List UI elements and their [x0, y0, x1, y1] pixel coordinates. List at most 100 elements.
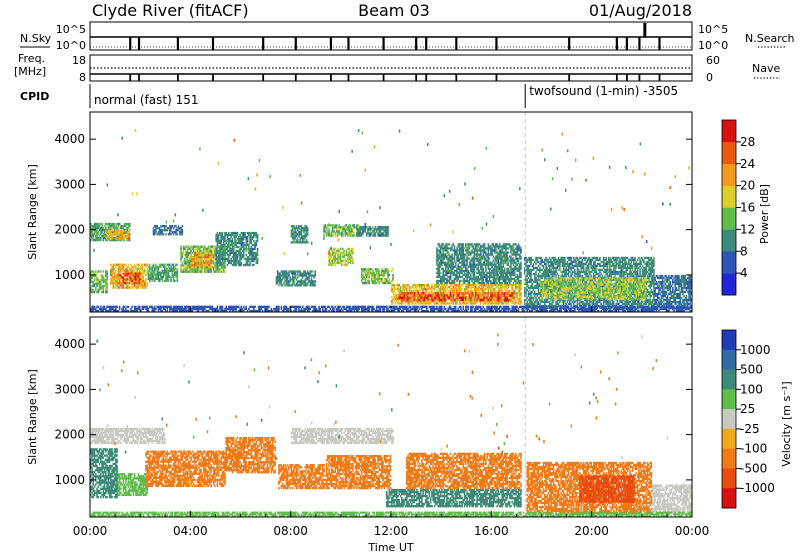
power-cells-cell-13-7-5 — [337, 257, 339, 261]
power-cells-cell-18-46-10 — [493, 263, 496, 266]
power-cells-cell-4-7-3 — [126, 278, 128, 281]
power-cells-cell-18-32-10 — [476, 263, 478, 266]
power-cells-cell-18-50-9 — [498, 261, 501, 264]
power-cells-cell-18-7-10 — [444, 263, 447, 266]
power-cells-cell-8-21-7 — [241, 245, 244, 249]
power-cells-cell-15-14-2 — [373, 230, 375, 233]
power-cells-cell-19-5-2 — [530, 260, 532, 264]
power-cells-cell-5-23-7 — [176, 277, 179, 280]
power-cells-cell-4-10-3 — [130, 278, 132, 281]
power-cells-cell-8-33-2 — [256, 235, 259, 239]
power-cells-cell-17-68-3 — [483, 298, 486, 302]
power-cells-cell-10-28-7 — [310, 284, 313, 287]
power-cells-cell-10-9-2 — [286, 274, 289, 277]
power-cells-cell-12-5-0 — [329, 224, 332, 227]
power-cells-cell-18-18-2 — [458, 247, 461, 250]
power-cells-cell-8-4-16 — [220, 263, 222, 267]
power-cells-cell-12-24-1 — [353, 226, 355, 229]
power-cells-cell-7-13-2 — [206, 256, 209, 259]
power-cells-cell-10-4-0 — [280, 270, 283, 273]
power-cells-cell-16-77-0 — [487, 283, 490, 287]
power-cells-cell-18-62-11 — [513, 265, 516, 268]
power-cells-cell-16-101-3 — [517, 290, 520, 293]
power-cells-cell-0-6-7 — [97, 236, 100, 240]
power-cells-cell-4-13-0 — [133, 272, 136, 275]
power-cells-cell-18-16-6 — [456, 255, 458, 258]
power-cells-cell-18-33-16 — [477, 275, 480, 279]
power-cells-cell-10-8-3 — [285, 276, 288, 279]
power-cells-cell-16-52-3 — [456, 290, 458, 293]
power-cells-cell-6-24-3 — [210, 251, 212, 255]
power-cells-cell-7-14-6 — [207, 264, 210, 267]
power-cells-cell-18-23-18 — [464, 279, 467, 283]
power-cells-cell-16-61-6 — [467, 296, 470, 299]
power-cells-cell-1-6-2 — [112, 233, 115, 236]
power-cells-cell-18-62-12 — [513, 267, 516, 270]
power-cells-cell-18-36-12 — [481, 267, 483, 270]
power-cells-cell-17-8-2 — [408, 296, 411, 300]
power-cells-cell-19-11-2 — [537, 260, 540, 264]
power-cells-cell-18-31-0 — [475, 243, 477, 246]
power-cells-cell-9-13-4 — [169, 233, 171, 236]
power-cells-cell-18-67-4 — [520, 251, 522, 254]
power-cells-cell-7-13-1 — [206, 254, 209, 257]
power-cells-cell-8-24-9 — [245, 249, 248, 253]
power-cells-cell-10-9-5 — [286, 280, 289, 283]
power-cells-cell-18-25-1 — [467, 245, 470, 248]
power-cells-cell-16-93-0 — [507, 283, 510, 287]
power-cells-cell-9-2-0 — [155, 225, 157, 228]
power-cells-cell-18-25-14 — [467, 271, 470, 275]
power-cells-cell-8-28-5 — [250, 241, 253, 245]
power-cells-cell-6-14-3 — [197, 251, 200, 255]
power-cells-cell-1-10-0 — [117, 229, 120, 232]
power-cells-cell-2-3-1 — [93, 272, 96, 275]
power-cells-cell-14-21-1 — [387, 270, 389, 273]
power-cells-cell-5-3-2 — [151, 267, 154, 270]
power-cells-cell-14-2-7 — [363, 281, 365, 285]
power-cells-cell-16-78-7 — [488, 298, 491, 301]
power-cells-cell-15-1-3 — [357, 232, 359, 235]
power-cells-cell-8-33-9 — [256, 249, 259, 253]
power-cells-cell-1-8-1 — [115, 231, 117, 234]
power-cells-cell-17-85-1 — [505, 294, 507, 297]
power-cells-cell-18-4-5 — [441, 253, 443, 256]
power-cells-cell-6-3-4 — [184, 253, 186, 257]
power-cells-cell-16-67-2 — [475, 288, 477, 291]
power-cells-cell-19-0-17 — [523, 290, 526, 294]
power-cells-cell-13-8-2 — [338, 251, 340, 255]
power-cells-cell-19-0-15 — [523, 286, 526, 290]
power-cells-cell-16-42-4 — [443, 292, 446, 295]
power-cells-cell-15-23-0 — [384, 226, 387, 229]
power-cells-cell-12-20-2 — [348, 228, 350, 231]
freq-gap-2 — [176, 74, 179, 81]
power-cells-cell-19-10-14 — [536, 284, 539, 288]
power-cells-cell-19-0-21 — [523, 298, 526, 302]
power-cells-cell-19-3-12 — [527, 280, 530, 284]
power-cells-cell-11-5-7 — [296, 239, 299, 242]
power-cells-cell-16-34-0 — [433, 283, 436, 287]
power-cells-cell-8-15-2 — [234, 235, 236, 239]
power-cells-cell-18-54-9 — [503, 261, 506, 264]
power-cells-cell-10-0-6 — [275, 282, 278, 285]
power-cells-cell-8-3-7 — [219, 245, 221, 249]
power-cells-cell-16-82-2 — [493, 288, 496, 291]
power-cells-cell-19-4-15 — [528, 286, 531, 290]
power-cells-cell-5-22-2 — [175, 267, 177, 270]
power-cells-cell-10-17-0 — [296, 270, 299, 273]
power-cells-cell-16-68-2 — [476, 288, 478, 291]
power-cells-cell-18-22-7 — [463, 257, 466, 260]
power-cells-cell-6-6-0 — [187, 245, 190, 248]
power-cells-cell-18-12-19 — [451, 281, 453, 285]
power-cells-cell-18-3-11 — [439, 265, 442, 268]
power-cells-cell-18-66-1 — [518, 245, 521, 248]
power-cells-cell-18-56-17 — [506, 277, 508, 281]
power-cells-cell-18-52-19 — [501, 281, 503, 285]
power-cells-cell-19-16-3 — [544, 262, 546, 266]
power-cells-cell-6-2-12 — [182, 270, 185, 273]
power-cells-cell-6-5-10 — [186, 266, 189, 269]
power-cells-cell-16-100-7 — [516, 298, 518, 301]
power-cells-cell-19-13-19 — [540, 294, 542, 298]
power-cells-cell-12-2-2 — [325, 228, 328, 231]
power-cells-cell-18-57-13 — [507, 269, 510, 273]
power-cells-cell-0-14-1 — [107, 224, 110, 228]
